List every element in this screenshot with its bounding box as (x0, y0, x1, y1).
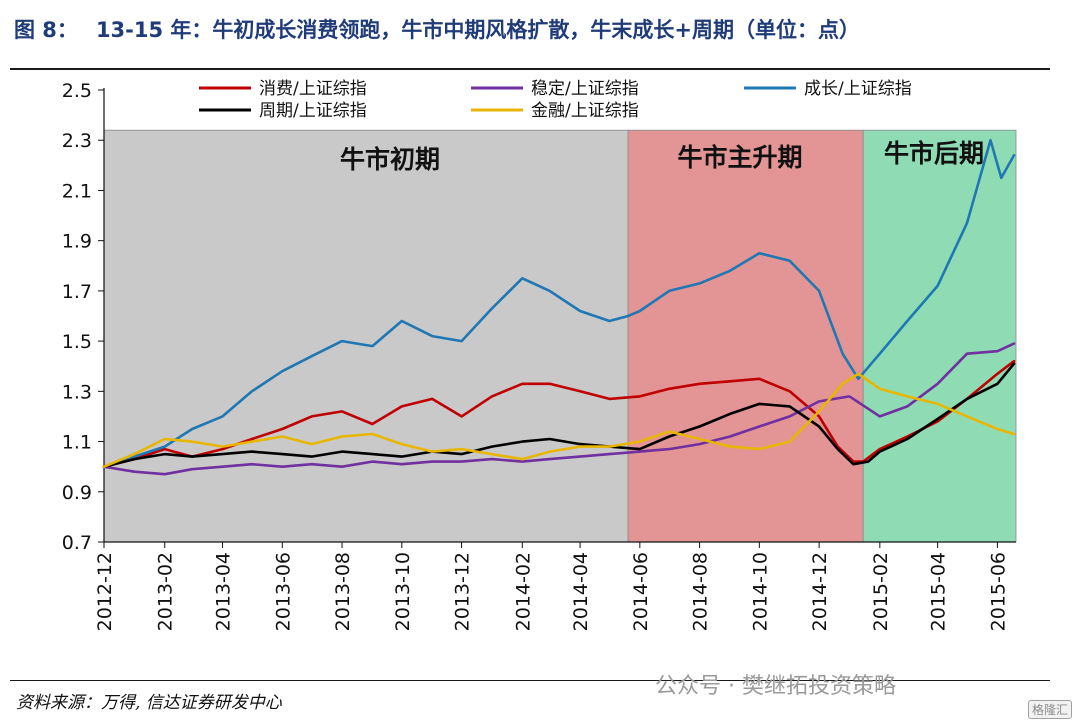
x-tick-label: 2014-06 (630, 552, 652, 631)
x-tick-label: 2014-08 (690, 552, 712, 631)
top-rule (10, 68, 1050, 70)
phase-band-1 (103, 129, 629, 543)
x-tick-label: 2014-12 (809, 552, 831, 631)
source-note: 资料来源：万得, 信达证券研发中心 (16, 693, 282, 713)
figure-label: 图 8： (14, 18, 78, 42)
series-line-1 (102, 359, 1016, 469)
y-tick-label: 1.3 (62, 381, 92, 403)
y-tick-label: 0.9 (62, 482, 92, 504)
x-tick-label: 2014-04 (570, 552, 592, 631)
legend-entry: 成长/上证综指 (804, 79, 912, 99)
bottom-rule (10, 680, 1050, 681)
phase-band-3 (862, 129, 1017, 543)
x-tick-label: 2015-04 (928, 552, 950, 631)
x-tick-label: 2013-08 (332, 552, 354, 631)
x-tick-label: 2015-02 (870, 552, 892, 631)
x-tick-label: 2012-12 (94, 552, 116, 631)
y-tick-label: 2.1 (62, 180, 92, 202)
y-tick-label: 1.5 (62, 331, 92, 353)
legend-entry: 稳定/上证综指 (531, 79, 639, 99)
phase-label: 牛市后期 (884, 139, 984, 168)
x-tick-label: 2015-06 (987, 552, 1009, 631)
y-tick-label: 1.7 (62, 281, 92, 303)
y-tick-label: 2.5 (62, 80, 92, 102)
legend-entry: 消费/上证综指 (259, 79, 367, 99)
phase-label: 牛市主升期 (677, 143, 802, 172)
phase-band-2 (627, 129, 864, 543)
y-tick-label: 1.9 (62, 231, 92, 253)
corner-badge: 格隆汇 (1027, 700, 1072, 719)
y-tick-label: 1.1 (62, 432, 92, 454)
legend-entry: 周期/上证综指 (259, 101, 367, 121)
y-tick-label: 0.7 (62, 532, 92, 554)
figure-title-text: 13-15 年：牛初成长消费领跑，牛市中期风格扩散，牛末成长+周期（单位：点） (95, 18, 861, 42)
x-tick-label: 2013-02 (155, 552, 177, 631)
series-line-3 (102, 138, 1016, 469)
phase-label: 牛市初期 (340, 145, 440, 174)
figure-title: 图 8： 13-15 年：牛初成长消费领跑，牛市中期风格扩散，牛末成长+周期（单位… (14, 14, 860, 44)
legend-entry: 金融/上证综指 (531, 101, 639, 121)
x-tick-label: 2013-10 (392, 552, 414, 631)
watermark-text: 公众号 · 樊继拓投资策略 (655, 674, 896, 699)
x-tick-label: 2013-04 (213, 552, 235, 631)
y-tick-label: 2.3 (62, 130, 92, 152)
series-line-5 (102, 372, 1016, 469)
line-chart: 0.7 0.9 1.1 1.3 1.5 1.7 1.9 2.1 2.3 2.5 2012-12 201… (62, 79, 1017, 631)
x-tick-label: 2013-12 (452, 552, 474, 631)
x-tick-label: 2014-02 (512, 552, 534, 631)
x-tick-label: 2014-10 (749, 552, 771, 631)
series-line-2 (102, 342, 1016, 476)
x-tick-label: 2013-06 (272, 552, 294, 631)
